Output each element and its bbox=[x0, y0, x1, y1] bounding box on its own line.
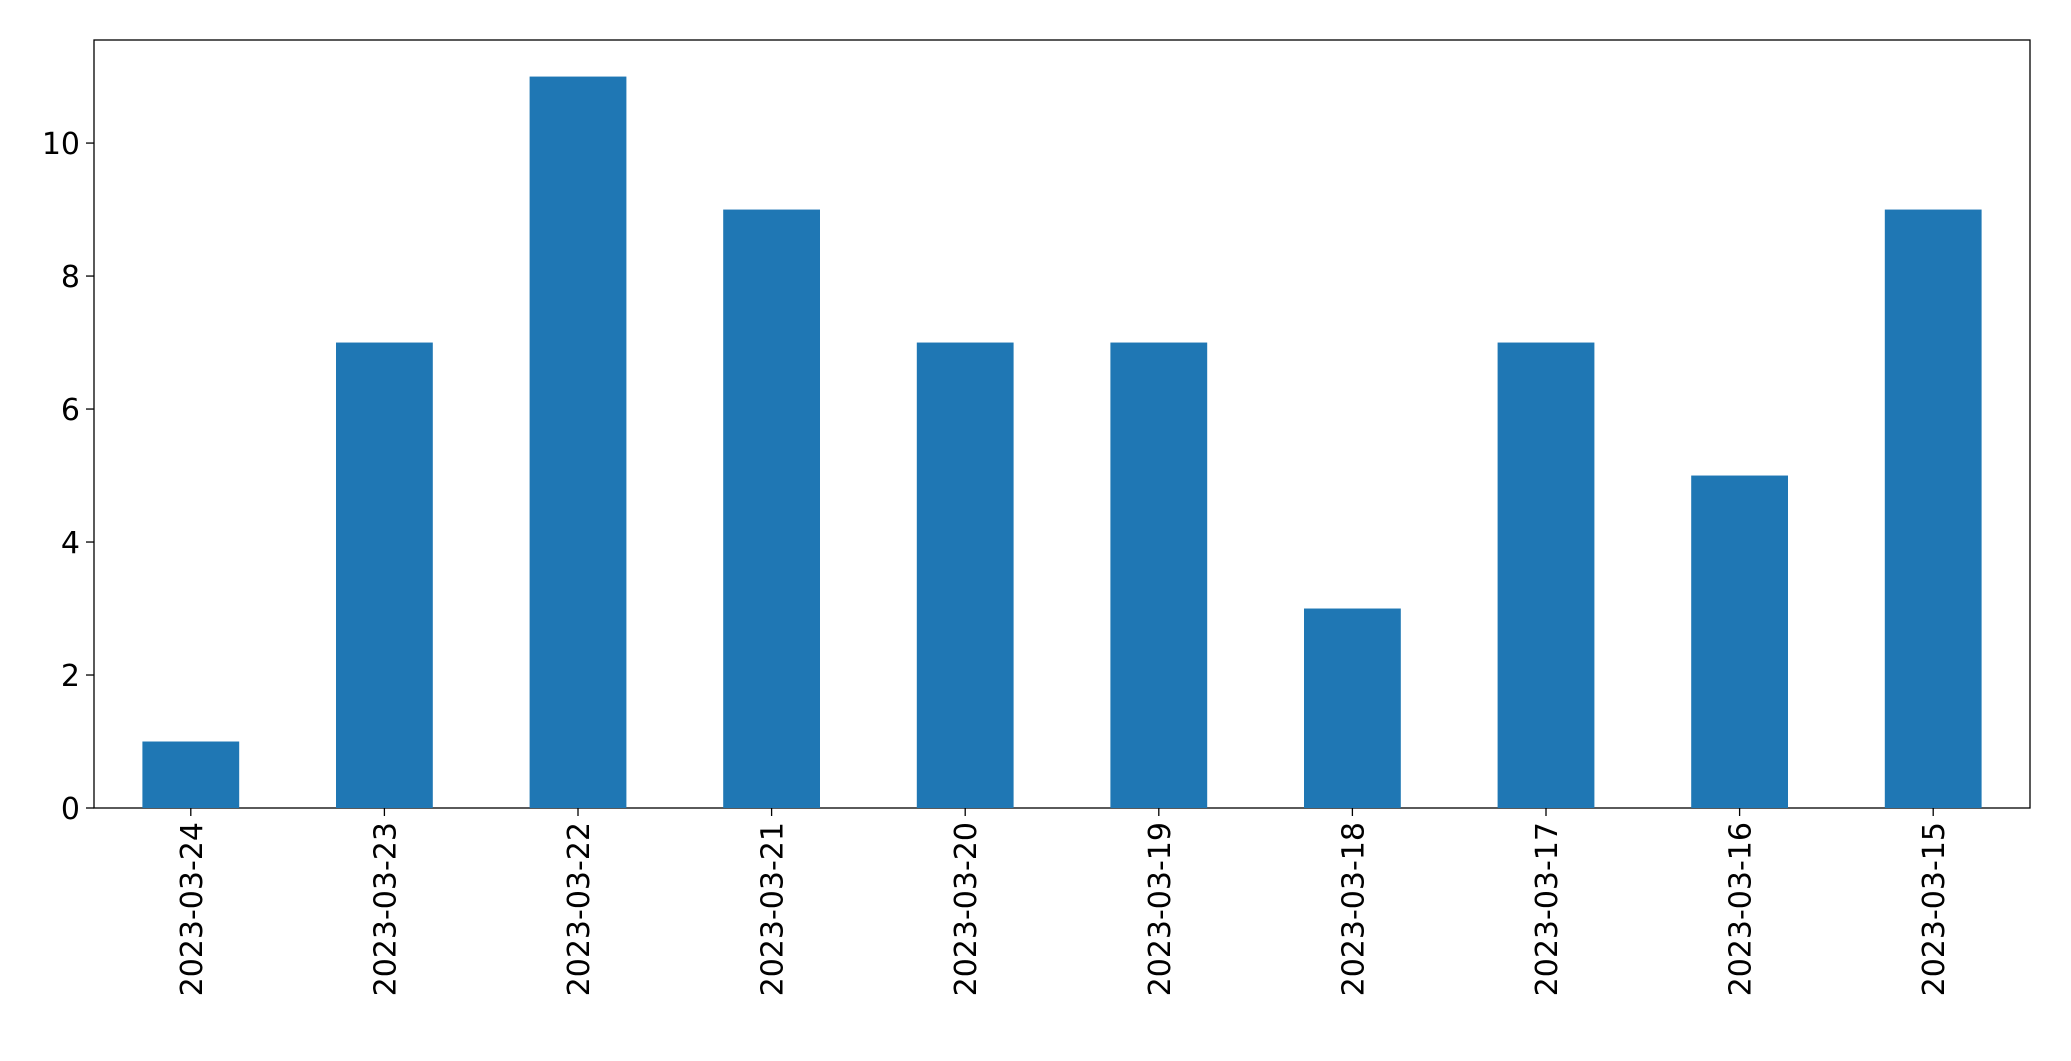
y-tick-label: 4 bbox=[61, 526, 80, 561]
bar bbox=[1497, 342, 1595, 808]
bar bbox=[529, 76, 627, 809]
plot-frame bbox=[93, 39, 2031, 809]
x-tick-label: 2023-03-21 bbox=[756, 822, 791, 996]
bar bbox=[1884, 209, 1982, 808]
x-tick-label: 2023-03-24 bbox=[175, 822, 210, 996]
bar bbox=[1691, 475, 1788, 808]
x-tick-label: 2023-03-22 bbox=[562, 822, 597, 996]
bar bbox=[142, 741, 240, 808]
x-tick-label: 2023-03-19 bbox=[1143, 822, 1178, 996]
x-tick-label: 2023-03-18 bbox=[1336, 822, 1371, 996]
x-tick-label: 2023-03-17 bbox=[1530, 822, 1565, 996]
y-tick-label: 8 bbox=[61, 260, 80, 295]
x-tick-label: 2023-03-15 bbox=[1917, 822, 1952, 996]
y-tick-label: 6 bbox=[61, 393, 80, 428]
bar bbox=[916, 342, 1014, 808]
bar bbox=[1304, 608, 1401, 808]
y-tick-label: 2 bbox=[61, 659, 80, 694]
x-tick-label: 2023-03-16 bbox=[1724, 822, 1759, 996]
x-tick-label: 2023-03-23 bbox=[368, 822, 403, 996]
x-tick-label: 2023-03-20 bbox=[949, 822, 984, 996]
y-tick-label: 0 bbox=[61, 792, 80, 827]
bar bbox=[336, 342, 433, 808]
y-tick-label: 10 bbox=[42, 127, 80, 162]
bar bbox=[1110, 342, 1208, 808]
bar bbox=[723, 209, 820, 808]
